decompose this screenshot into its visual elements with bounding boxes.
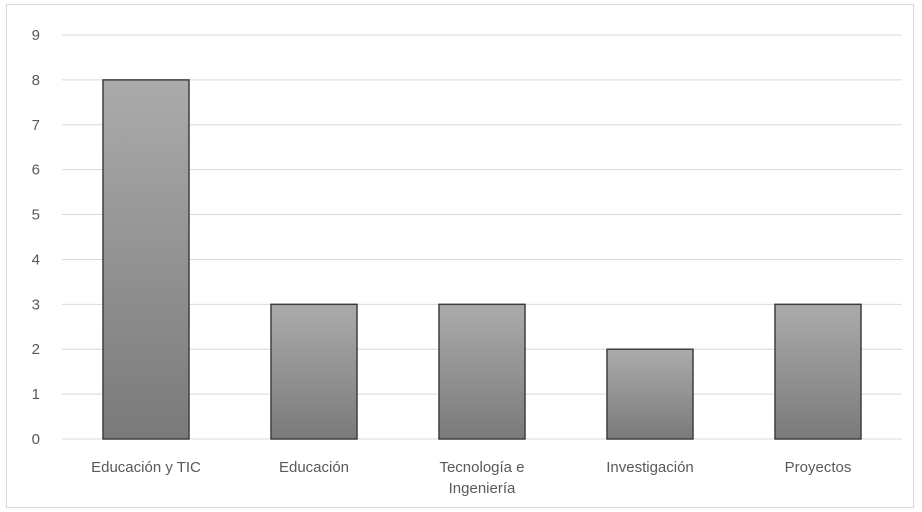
x-category-label: Proyectos [785,459,852,476]
y-tick-label: 5 [32,207,40,224]
x-axis-labels: Educación y TIC Educación Tecnología e Inge… [91,459,851,497]
x-category-label: Tecnología e [439,459,524,476]
bar [606,348,694,440]
x-category-label: Educación y TIC [91,459,201,476]
y-tick-label: 2 [32,341,40,358]
bar [438,303,526,440]
bar [270,303,358,440]
y-tick-label: 7 [32,117,40,134]
gridlines [62,34,902,440]
y-tick-label: 8 [32,72,40,89]
y-tick-label: 6 [32,162,40,179]
y-tick-label: 9 [32,27,40,44]
y-tick-label: 0 [32,431,40,448]
bars [102,79,862,440]
x-category-label: Investigación [606,459,694,476]
y-tick-label: 3 [32,296,40,313]
bar [774,303,862,440]
x-category-label: Educación [279,459,349,476]
bar [102,79,190,440]
x-category-label: Ingeniería [449,480,516,497]
y-tick-label: 1 [32,386,40,403]
y-tick-label: 4 [32,251,40,268]
y-axis-ticks: 0 1 2 3 4 5 6 7 8 9 [32,27,40,448]
